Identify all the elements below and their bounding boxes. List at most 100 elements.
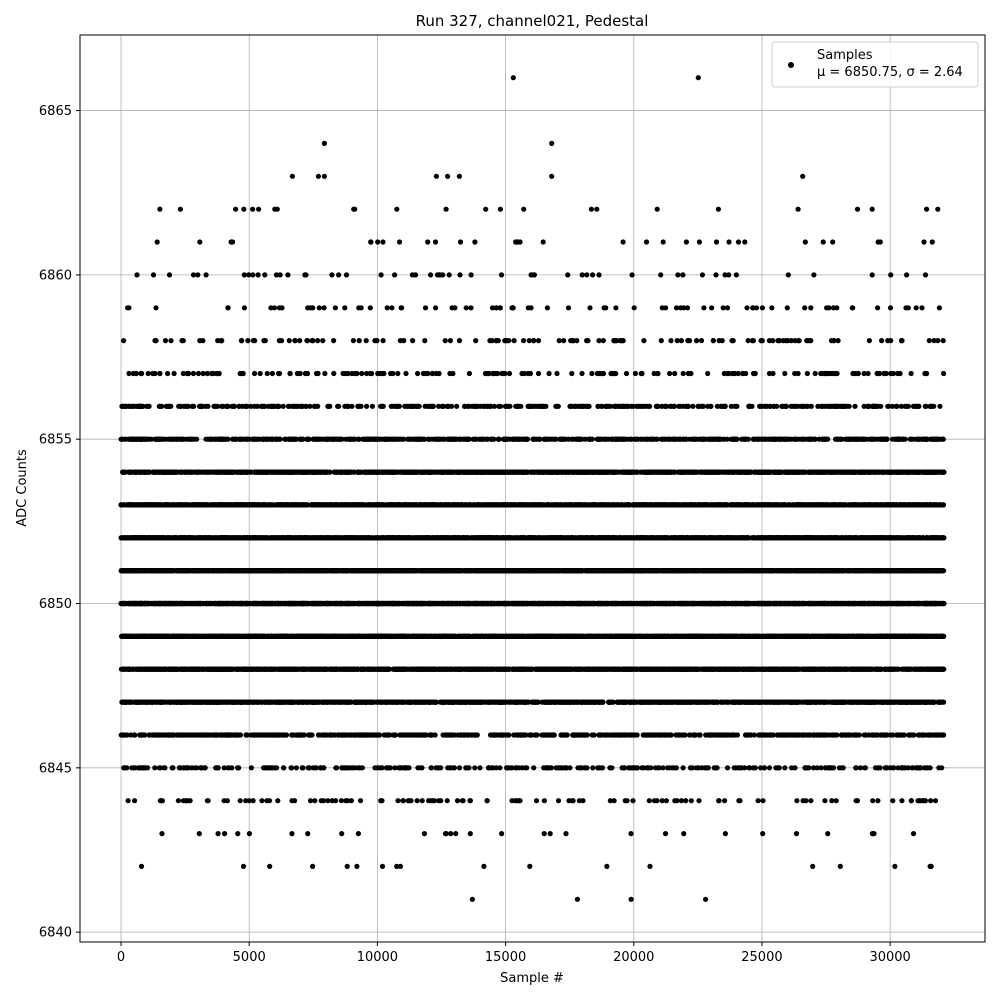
data-point [398, 667, 403, 672]
data-point [257, 667, 262, 672]
data-point [829, 700, 834, 705]
data-point [349, 798, 354, 803]
data-point [275, 798, 280, 803]
data-point [918, 765, 923, 770]
data-point [460, 798, 465, 803]
data-point [768, 732, 773, 737]
data-point [318, 765, 323, 770]
data-point [319, 798, 324, 803]
data-point [135, 667, 140, 672]
data-point [663, 831, 668, 836]
data-point [147, 732, 152, 737]
data-point [359, 667, 364, 672]
data-point [590, 765, 595, 770]
data-point [255, 732, 260, 737]
data-point [668, 667, 673, 672]
data-point [282, 667, 287, 672]
data-point [794, 798, 799, 803]
data-point [449, 700, 454, 705]
data-point [442, 667, 447, 672]
data-point [182, 732, 187, 737]
data-point [926, 732, 931, 737]
data-point [219, 667, 224, 672]
data-point [756, 732, 761, 737]
data-point [527, 732, 532, 737]
data-point [825, 831, 830, 836]
data-point [891, 765, 896, 770]
data-point [723, 667, 728, 672]
data-point [176, 798, 181, 803]
data-point [745, 732, 750, 737]
data-point [752, 667, 757, 672]
data-point [485, 667, 490, 672]
data-point [343, 798, 348, 803]
data-point [920, 798, 925, 803]
data-point [823, 667, 828, 672]
data-point [515, 798, 520, 803]
data-point [775, 667, 780, 672]
data-point [685, 667, 690, 672]
data-point [265, 667, 270, 672]
data-point [494, 765, 499, 770]
data-point [841, 765, 846, 770]
data-point [890, 798, 895, 803]
data-point [652, 798, 657, 803]
data-point [800, 732, 805, 737]
data-point [830, 732, 835, 737]
data-point [316, 732, 321, 737]
data-point [235, 765, 240, 770]
data-point [913, 667, 918, 672]
data-point [146, 700, 151, 705]
data-point [790, 667, 795, 672]
data-point [865, 700, 870, 705]
data-point [725, 765, 730, 770]
data-point [726, 700, 731, 705]
data-point [814, 667, 819, 672]
data-point [657, 765, 662, 770]
data-point [721, 700, 726, 705]
data-point [776, 765, 781, 770]
data-point [676, 700, 681, 705]
data-point [901, 667, 906, 672]
data-point [688, 765, 693, 770]
data-point [441, 732, 446, 737]
data-point [368, 700, 373, 705]
data-point [803, 798, 808, 803]
data-point [764, 700, 769, 705]
data-point [855, 798, 860, 803]
data-point [415, 667, 420, 672]
data-point [169, 700, 174, 705]
data-point [444, 831, 449, 836]
data-point [157, 667, 162, 672]
data-point [339, 831, 344, 836]
data-point [760, 798, 765, 803]
data-point [713, 765, 718, 770]
data-point [367, 732, 372, 737]
data-point [917, 732, 922, 737]
data-point [378, 765, 383, 770]
data-point [267, 798, 272, 803]
data-point [259, 798, 264, 803]
data-point [648, 765, 653, 770]
data-point [289, 798, 294, 803]
data-point [374, 700, 379, 705]
data-point [413, 732, 418, 737]
data-point [207, 700, 212, 705]
data-point [708, 667, 713, 672]
data-point [289, 700, 294, 705]
data-point [509, 798, 514, 803]
data-point [592, 700, 597, 705]
data-point [296, 732, 301, 737]
data-point [736, 667, 741, 672]
data-point [794, 700, 799, 705]
data-point [190, 700, 195, 705]
data-point [681, 831, 686, 836]
data-point [559, 732, 564, 737]
data-point [782, 765, 787, 770]
data-point [222, 798, 227, 803]
data-point [124, 700, 129, 705]
data-point [380, 700, 385, 705]
data-point [503, 732, 508, 737]
data-point [886, 700, 891, 705]
data-point [822, 798, 827, 803]
